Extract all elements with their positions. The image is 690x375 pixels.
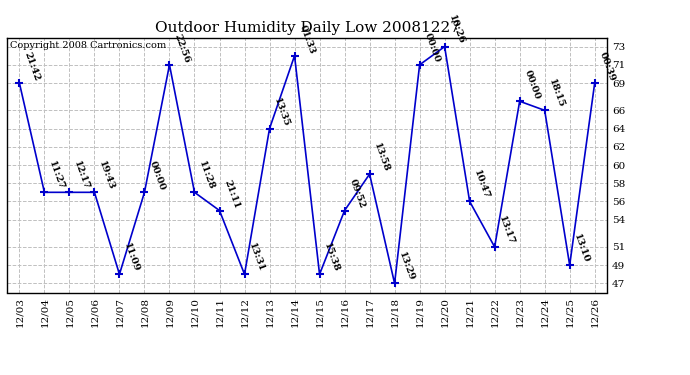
Text: 10:26: 10:26 <box>447 14 466 46</box>
Text: 11:28: 11:28 <box>197 160 216 192</box>
Text: 00:39: 00:39 <box>598 50 616 82</box>
Text: 21:42: 21:42 <box>22 51 41 82</box>
Text: 00:00: 00:00 <box>147 159 166 192</box>
Text: 15:38: 15:38 <box>322 242 341 273</box>
Title: Outdoor Humidity Daily Low 20081227: Outdoor Humidity Daily Low 20081227 <box>155 21 460 35</box>
Text: 12:17: 12:17 <box>72 160 91 192</box>
Text: 22:56: 22:56 <box>172 32 191 64</box>
Text: 00:00: 00:00 <box>522 68 542 100</box>
Text: 01:33: 01:33 <box>297 23 316 55</box>
Text: 00:00: 00:00 <box>422 32 442 64</box>
Text: 13:58: 13:58 <box>373 142 391 173</box>
Text: 21:11: 21:11 <box>222 178 241 210</box>
Text: 19:43: 19:43 <box>97 160 116 192</box>
Text: 13:35: 13:35 <box>273 96 291 128</box>
Text: Copyright 2008 Cartronics.com: Copyright 2008 Cartronics.com <box>10 41 166 50</box>
Text: 10:47: 10:47 <box>473 169 491 201</box>
Text: 11:09: 11:09 <box>122 242 141 273</box>
Text: 09:52: 09:52 <box>347 178 366 210</box>
Text: 13:31: 13:31 <box>247 242 266 273</box>
Text: 13:10: 13:10 <box>573 233 591 264</box>
Text: 18:15: 18:15 <box>547 78 566 110</box>
Text: 13:29: 13:29 <box>397 251 416 283</box>
Text: 11:27: 11:27 <box>47 160 66 192</box>
Text: 13:17: 13:17 <box>497 214 516 246</box>
